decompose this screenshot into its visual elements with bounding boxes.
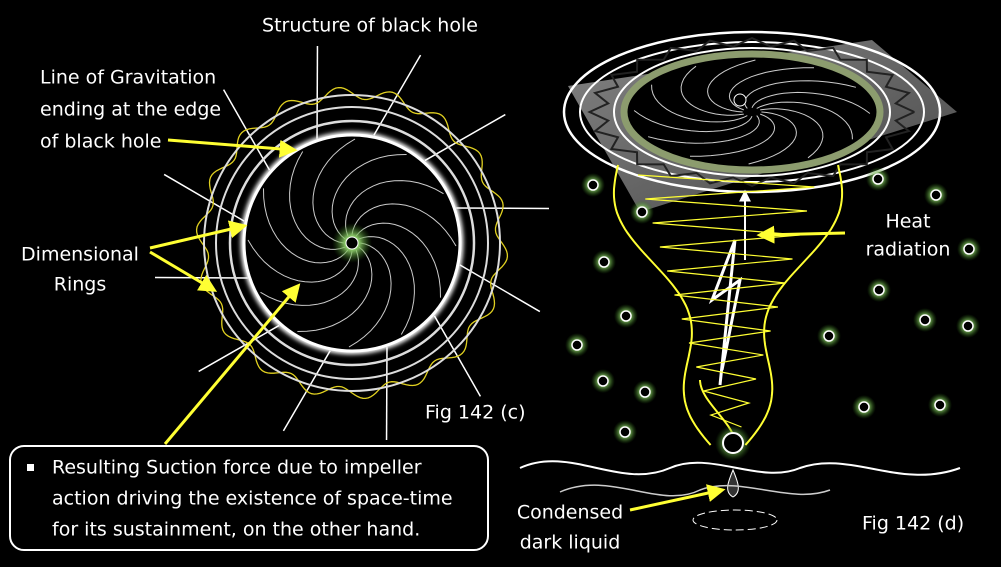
event-horizon — [624, 54, 880, 170]
diagram: Structure of black hole Line of Gravitati… — [0, 0, 1001, 567]
particle — [859, 402, 869, 412]
particle — [598, 376, 608, 386]
particle — [964, 244, 974, 254]
particle — [640, 387, 650, 397]
label: Condensed — [517, 502, 623, 524]
label: Line of Gravitation — [40, 67, 216, 89]
particle — [621, 311, 631, 321]
label: of black hole — [40, 131, 161, 153]
label: Resulting Suction force due to impeller — [52, 457, 422, 479]
label: Heat — [885, 211, 930, 233]
particle — [824, 331, 834, 341]
core — [734, 94, 746, 106]
label: for its sustainment, on the other hand. — [52, 519, 420, 541]
label: ending at the edge — [40, 99, 221, 121]
particle — [874, 285, 884, 295]
page: Structure of black hole Line of Gravitati… — [0, 0, 1001, 567]
particle — [873, 174, 883, 184]
particle — [963, 321, 973, 331]
label: Fig 142 (c) — [425, 402, 526, 424]
label: dark liquid — [520, 532, 621, 554]
particle — [637, 207, 647, 217]
particle — [920, 315, 930, 325]
label: Dimensional — [21, 244, 139, 266]
label: Structure of black hole — [262, 15, 478, 37]
label: radiation — [866, 239, 951, 261]
bullet — [27, 464, 34, 471]
label: Fig 142 (d) — [862, 513, 964, 535]
label: action driving the existence of space-ti… — [52, 488, 453, 510]
particle — [620, 427, 630, 437]
particle — [599, 257, 609, 267]
singularity — [723, 433, 743, 453]
particle — [588, 180, 598, 190]
label: Rings — [54, 274, 106, 296]
particle — [572, 340, 582, 350]
particle — [935, 400, 945, 410]
particle — [931, 190, 941, 200]
core — [346, 237, 358, 249]
